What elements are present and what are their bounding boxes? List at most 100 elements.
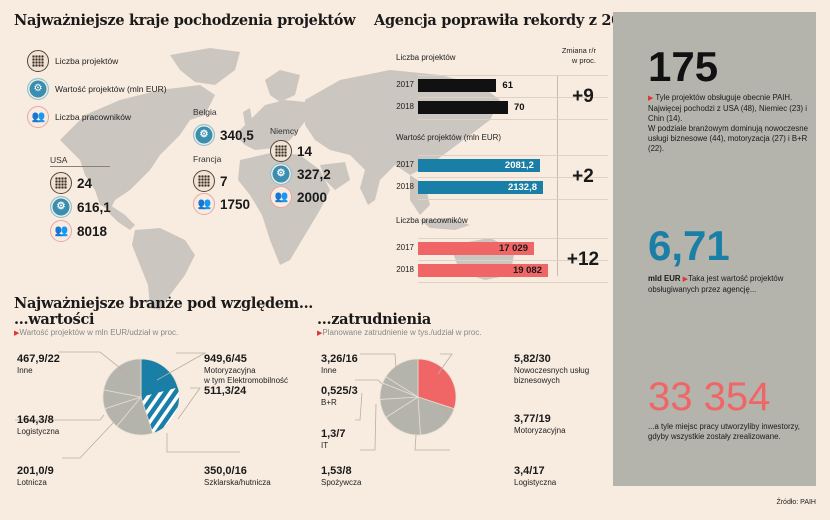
map-section-title: Najważniejsze kraje pochodzenia projektó… <box>14 12 356 29</box>
usa-employees-stat: 👥 8018 <box>50 220 107 242</box>
niemcy-employees-stat: 👥 2000 <box>270 186 327 208</box>
pie-category-label: Logistyczna <box>17 427 60 436</box>
row-divider <box>418 260 608 261</box>
bar-value-label: 2132,8 <box>507 182 537 193</box>
map-south-america <box>132 228 195 310</box>
map-greenland <box>170 48 240 85</box>
projects-grid-icon <box>27 50 49 72</box>
row-divider <box>418 119 608 120</box>
pie-slice-motoryzacyjna <box>417 396 455 436</box>
map-indonesia <box>420 218 470 230</box>
bar-2017 <box>418 159 540 172</box>
row-divider <box>418 199 608 200</box>
pie-slice-inne <box>385 358 419 398</box>
bar-year-label: 2017 <box>396 160 414 169</box>
legend-item-projects: Liczba projektów <box>27 50 118 72</box>
country-label-niemcy: Niemcy <box>270 126 299 136</box>
row-divider <box>418 177 608 178</box>
red-triangle-icon: ▶ <box>14 330 20 337</box>
bar-value-label: 19 082 <box>512 265 542 276</box>
bar-year-label: 2018 <box>396 102 414 111</box>
employment-pie-subtitle: ▶Planowane zatrudnienie w tys./udział w … <box>317 328 482 337</box>
stat-projects-count: 175 <box>648 43 719 90</box>
employment-pie-title: ...zatrudnienia <box>317 311 432 328</box>
map-central-america <box>108 205 135 230</box>
pie-value-label: 1,53/8 <box>321 465 352 477</box>
stat-value-total: 6,71 <box>648 222 730 269</box>
gears-value-icon: ⚙ <box>50 196 72 218</box>
pie-category-label: Lotnicza <box>17 478 47 487</box>
row-divider <box>418 75 608 76</box>
country-label-francja: Francja <box>193 154 222 164</box>
leader-line <box>414 434 450 451</box>
gears-value-icon: ⚙ <box>270 163 292 185</box>
bar-2017 <box>418 242 534 255</box>
usa-value-stat: ⚙ 616,1 <box>50 196 111 218</box>
leader-line <box>15 414 105 421</box>
pie-value-label: 467,9/22 <box>17 353 60 365</box>
bar-2018 <box>418 264 548 277</box>
row-divider <box>418 155 608 156</box>
row-divider <box>418 238 608 239</box>
pie-category-label: Inne <box>17 366 33 375</box>
pie-category-label: Motoryzacyjna <box>514 426 566 435</box>
map-north-america <box>60 85 215 210</box>
map-scandinavia <box>265 70 300 102</box>
pie-slice-nowoczesnych-us-ug-biznesowych <box>417 358 457 410</box>
usa-projects-stat: 24 <box>50 172 92 194</box>
source-note: Źródło: PAIH <box>776 499 816 506</box>
bar-group-label: Liczba pracowników <box>396 216 468 225</box>
bar-year-label: 2017 <box>396 243 414 252</box>
bar-value-label: 61 <box>502 80 513 91</box>
pie-category-label: Motoryzacyjna <box>204 366 256 375</box>
projects-grid-icon <box>193 170 215 192</box>
people-icon: 👥 <box>193 193 215 215</box>
bar-value-label: 70 <box>514 102 525 113</box>
pie-category-label: Inne <box>321 366 337 375</box>
red-triangle-icon: ▶ <box>648 95 654 102</box>
pie-value-label: 3,4/17 <box>514 465 545 477</box>
stat-projects-text: ▶ Tyle projektów obsługuje obecnie PAIH.… <box>648 93 808 153</box>
pie-value-label: 3,26/16 <box>321 353 358 365</box>
row-divider <box>418 282 608 283</box>
map-uk <box>243 108 252 125</box>
niemcy-value-stat: ⚙ 327,2 <box>270 163 331 185</box>
leader-line <box>360 353 397 369</box>
francja-employees-stat: 👥 1750 <box>193 193 250 215</box>
pie-category-label: Nowoczesnych usług biznesowych <box>514 366 590 385</box>
pie-value-label: 0,525/3 <box>321 385 358 397</box>
pie-slice-elektromobilnosc <box>141 387 179 434</box>
red-triangle-icon: ▶ <box>682 276 689 283</box>
gears-value-icon: ⚙ <box>27 78 49 100</box>
people-icon: 👥 <box>27 106 49 128</box>
change-value: +2 <box>572 166 594 187</box>
pie-category-label: Szklarska/hutnicza <box>204 478 271 487</box>
bar-value-label: 2081,2 <box>504 160 534 171</box>
pie-value-label: 5,82/30 <box>514 353 551 365</box>
leader-line <box>437 353 453 375</box>
usa-leader-line <box>50 166 110 167</box>
leader-line <box>156 352 207 381</box>
pie-value-label: 1,3/7 <box>321 428 346 440</box>
leader-line <box>58 351 130 376</box>
pie-value-label: 350,0/16 <box>204 465 247 477</box>
projects-grid-icon <box>270 140 292 162</box>
pie-category-label: w tym Elektromobilność <box>204 376 289 385</box>
pie-value-label: 201,0/9 <box>17 465 54 477</box>
pie-slice-inne <box>103 358 142 398</box>
leader-line <box>355 392 363 421</box>
stat-value-text: mld EUR ▶Taka jest wartość projektów obs… <box>648 274 784 294</box>
legend-item-value: ⚙ Wartość projektów (mln EUR) <box>27 78 167 100</box>
leader-line <box>355 379 383 385</box>
pie-category-label: Logistyczna <box>514 478 557 487</box>
bar-group-label: Wartość projektów (mln EUR) <box>396 133 502 142</box>
gears-value-icon: ⚙ <box>193 124 215 146</box>
leader-line <box>166 433 240 453</box>
country-label-usa: USA <box>50 155 68 165</box>
bar-year-label: 2017 <box>396 80 414 89</box>
bar-2018 <box>418 181 543 194</box>
people-icon: 👥 <box>50 220 72 242</box>
summary-panel: 175 ▶ Tyle projektów obsługuje obecnie P… <box>613 12 816 486</box>
bar-2018 <box>418 101 508 114</box>
map-europe <box>235 100 310 150</box>
